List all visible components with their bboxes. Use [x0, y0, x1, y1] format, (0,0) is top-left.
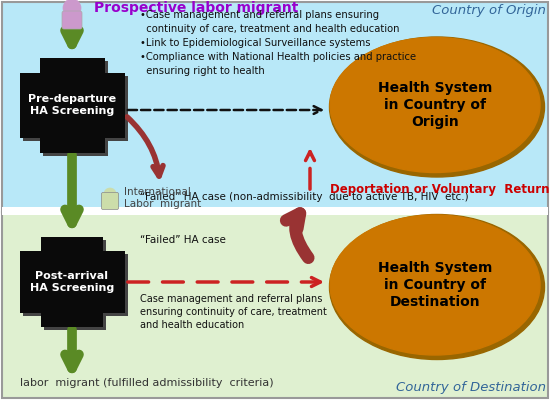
Circle shape	[63, 0, 81, 17]
Circle shape	[104, 188, 116, 200]
Ellipse shape	[330, 38, 540, 172]
Text: Post-arrival
HA Screening: Post-arrival HA Screening	[30, 271, 114, 293]
Text: •Case management and referral plans ensuring
  continuity of care, treatment and: •Case management and referral plans ensu…	[140, 10, 416, 76]
Text: International
Labor  migrant: International Labor migrant	[124, 187, 201, 209]
Ellipse shape	[329, 214, 544, 360]
Ellipse shape	[329, 37, 544, 177]
Text: Pre-departure
HA Screening: Pre-departure HA Screening	[28, 94, 116, 116]
Text: Country of Origin: Country of Origin	[432, 4, 546, 17]
FancyBboxPatch shape	[19, 72, 124, 138]
FancyBboxPatch shape	[62, 11, 82, 29]
FancyBboxPatch shape	[23, 254, 128, 316]
FancyBboxPatch shape	[102, 192, 118, 210]
FancyBboxPatch shape	[2, 212, 548, 398]
FancyBboxPatch shape	[42, 60, 107, 156]
FancyBboxPatch shape	[2, 2, 548, 212]
FancyBboxPatch shape	[19, 251, 124, 313]
Text: Health System
in Country of
Origin: Health System in Country of Origin	[378, 81, 492, 129]
Ellipse shape	[330, 215, 540, 355]
FancyBboxPatch shape	[2, 207, 548, 215]
Text: “Failed” HA case (non-admissibility  due to active TB, HIV  etc.): “Failed” HA case (non-admissibility due …	[140, 192, 469, 202]
Text: “Failed” HA case: “Failed” HA case	[140, 235, 226, 245]
FancyBboxPatch shape	[40, 58, 104, 152]
Text: Case management and referral plans
ensuring continuity of care, treatment
and he: Case management and referral plans ensur…	[140, 294, 327, 330]
Text: Health System
in Country of
Destination: Health System in Country of Destination	[378, 261, 492, 309]
FancyBboxPatch shape	[41, 237, 103, 327]
Text: Prospective labor migrant: Prospective labor migrant	[94, 1, 298, 15]
FancyBboxPatch shape	[23, 76, 128, 140]
Text: Deportation or Voluntary  Return: Deportation or Voluntary Return	[330, 184, 549, 196]
Text: labor  migrant (fulfilled admissibility  criteria): labor migrant (fulfilled admissibility c…	[20, 378, 274, 388]
Text: Country of Destination: Country of Destination	[396, 381, 546, 394]
FancyBboxPatch shape	[44, 240, 106, 330]
